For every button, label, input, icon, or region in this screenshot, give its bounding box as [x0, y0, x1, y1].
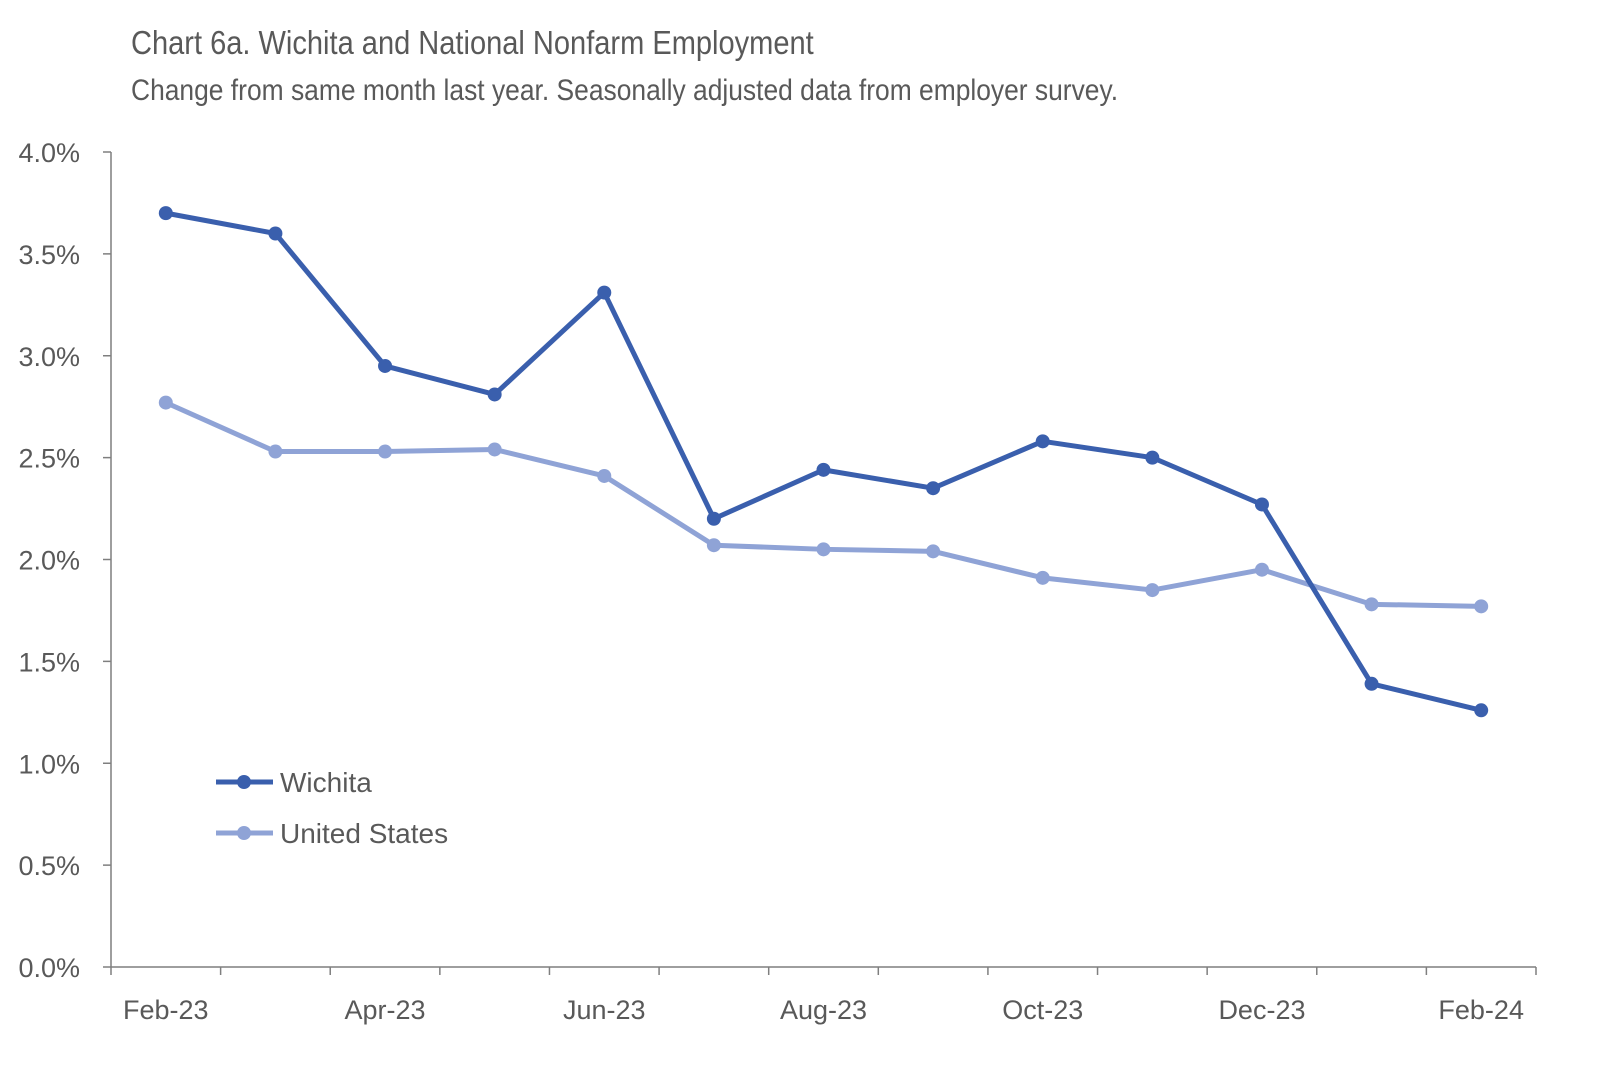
data-point — [706, 538, 721, 553]
x-tick-label: Dec-23 — [1218, 995, 1305, 1025]
data-point — [1474, 599, 1489, 614]
x-tick-label: Feb-23 — [123, 995, 209, 1025]
series-line — [164, 400, 1482, 609]
x-tick-label: Apr-23 — [345, 995, 426, 1025]
x-tick-label: Oct-23 — [1002, 995, 1083, 1025]
data-point — [816, 542, 831, 557]
y-tick-label: 4.0% — [18, 138, 80, 168]
legend-item: United States — [216, 818, 448, 849]
data-point — [1474, 703, 1489, 718]
x-axis-ticks: Feb-23 Apr-23 Jun-23 Aug-23 Oct-23 Dec-23 Feb-… — [110, 967, 1537, 1025]
chart-subtitle: Change from same month last year. Season… — [131, 74, 1119, 107]
data-point — [268, 226, 283, 241]
chart-title: Chart 6a. Wichita and National Nonfarm E… — [131, 24, 814, 61]
y-axis-ticks: 0.0% 0.5% 1.0% 1.5% 2.0% 2.5% 3.0% 3.5% 4.0% — [18, 138, 111, 983]
legend-label: United States — [280, 818, 448, 849]
data-point — [158, 206, 173, 221]
legend-swatch-marker — [237, 775, 251, 789]
data-point — [597, 285, 612, 300]
data-point — [1145, 583, 1160, 598]
data-point — [268, 444, 283, 459]
data-point — [378, 444, 393, 459]
data-point — [597, 468, 612, 483]
y-tick-label: 1.0% — [18, 749, 80, 779]
data-point — [1364, 597, 1379, 612]
data-point — [926, 544, 941, 559]
legend: Wichita United States — [216, 767, 448, 849]
y-tick-label: 3.5% — [18, 240, 80, 270]
legend-item: Wichita — [216, 767, 372, 798]
series-united-states — [158, 395, 1489, 614]
data-point — [378, 358, 393, 373]
series-wichita — [158, 206, 1489, 718]
series-layer — [158, 206, 1489, 718]
data-point — [926, 481, 941, 496]
x-tick-label: Aug-23 — [780, 995, 867, 1025]
legend-label: Wichita — [280, 767, 372, 798]
y-tick-label: 3.0% — [18, 342, 80, 372]
data-point — [158, 395, 173, 410]
data-point — [1364, 676, 1379, 691]
data-point — [1145, 450, 1160, 465]
data-point — [1035, 434, 1050, 449]
legend-swatch-marker — [237, 826, 251, 840]
y-tick-label: 0.5% — [18, 851, 80, 881]
y-tick-label: 2.0% — [18, 546, 80, 576]
data-point — [487, 442, 502, 457]
x-tick-label: Jun-23 — [563, 995, 646, 1025]
data-point — [706, 511, 721, 526]
series-line — [165, 210, 1482, 713]
data-point — [487, 387, 502, 402]
data-point — [1035, 570, 1050, 585]
y-tick-label: 0.0% — [18, 953, 80, 983]
data-point — [816, 462, 831, 477]
y-tick-label: 1.5% — [18, 647, 80, 677]
x-tick-label: Feb-24 — [1438, 995, 1524, 1025]
y-tick-label: 2.5% — [18, 444, 80, 474]
data-point — [1254, 562, 1269, 577]
data-point — [1254, 497, 1269, 512]
